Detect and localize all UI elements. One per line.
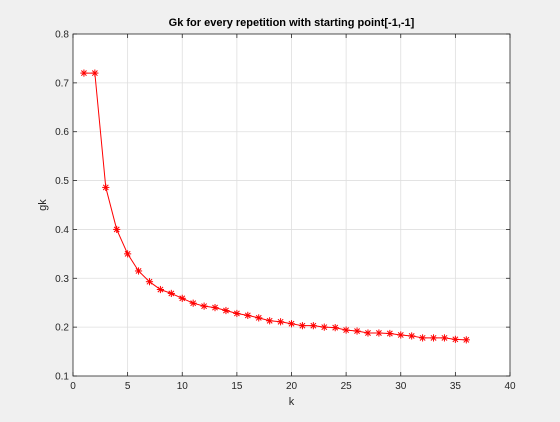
data-point-marker xyxy=(211,304,219,312)
y-tick-label: 0.5 xyxy=(55,176,69,187)
y-axis-label: gk xyxy=(37,199,49,211)
x-tick-label: 40 xyxy=(504,381,516,392)
data-point-marker xyxy=(364,329,372,337)
series-markers xyxy=(80,69,470,344)
data-point-marker xyxy=(397,331,405,339)
data-point-marker xyxy=(113,225,121,234)
y-tick-label: 0.8 xyxy=(55,30,69,41)
data-point-marker xyxy=(200,302,208,310)
y-tick-label: 0.7 xyxy=(55,78,69,89)
tick-labels: 0 5 10 15 20 25 30 35 40 0.1 0.2 0.3 0.4 0.5 0.6 0.7 0.8 xyxy=(55,30,516,393)
data-point-marker xyxy=(276,318,285,326)
data-point-marker xyxy=(451,335,459,343)
x-tick-label: 35 xyxy=(450,381,462,392)
data-point-marker xyxy=(408,332,416,340)
data-point-marker xyxy=(320,323,328,331)
y-tick-label: 0.6 xyxy=(55,127,69,138)
ticks xyxy=(72,33,511,377)
x-tick-label: 10 xyxy=(177,381,189,392)
y-tick-label: 0.2 xyxy=(55,323,69,334)
data-point-marker xyxy=(91,69,99,77)
data-point-marker xyxy=(331,324,339,332)
data-point-marker xyxy=(178,294,186,302)
y-tick-label: 0.1 xyxy=(55,372,69,383)
y-tick-label: 0.4 xyxy=(55,225,69,236)
data-point-marker xyxy=(375,329,383,337)
x-tick-label: 0 xyxy=(70,381,76,392)
data-point-marker xyxy=(266,317,274,325)
data-point-marker xyxy=(167,289,175,298)
data-point-marker xyxy=(222,306,230,315)
x-tick-label: 15 xyxy=(231,381,243,392)
data-point-marker xyxy=(298,322,307,330)
data-point-marker xyxy=(102,183,110,192)
chart-title: Gk for every repetition with starting po… xyxy=(169,17,415,29)
data-point-marker xyxy=(429,334,438,342)
data-point-marker xyxy=(309,322,317,330)
data-point-marker xyxy=(419,334,427,342)
data-point-marker xyxy=(440,334,449,342)
data-point-marker xyxy=(189,299,197,307)
data-point-marker xyxy=(156,285,164,294)
x-tick-label: 25 xyxy=(341,381,353,392)
data-point-marker xyxy=(244,311,252,320)
x-tick-label: 20 xyxy=(286,381,298,392)
data-point-marker xyxy=(124,250,132,258)
data-point-marker xyxy=(287,320,296,328)
data-point-marker xyxy=(462,336,470,344)
data-point-marker xyxy=(233,309,241,318)
data-point-marker xyxy=(145,278,154,286)
data-point-marker xyxy=(134,267,143,275)
data-point-marker xyxy=(80,69,88,77)
x-tick-label: 5 xyxy=(125,381,131,392)
data-point-marker xyxy=(353,327,361,335)
data-point-marker xyxy=(342,326,350,334)
x-axis-label: k xyxy=(289,396,295,408)
x-tick-label: 30 xyxy=(395,381,407,392)
data-point-marker xyxy=(386,329,394,338)
y-tick-label: 0.3 xyxy=(55,274,69,285)
data-point-marker xyxy=(255,314,263,322)
